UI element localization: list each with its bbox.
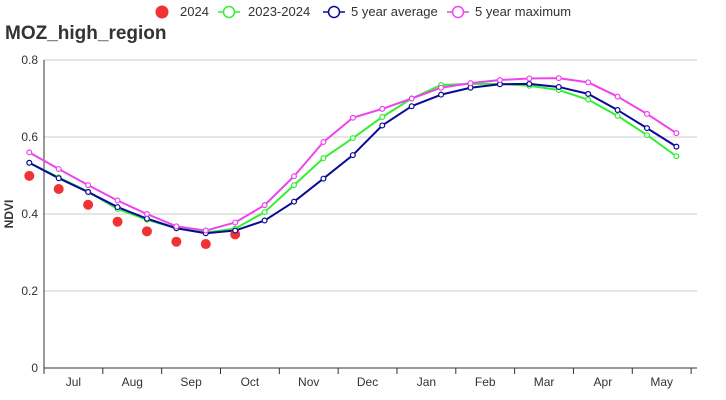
legend-marker-5-year-maximum[interactable] [447, 5, 469, 19]
point-5-year-average[interactable] [585, 90, 592, 97]
point-5-year-maximum[interactable] [173, 223, 180, 230]
point-2024[interactable] [112, 216, 123, 227]
point-5-year-average[interactable] [261, 217, 268, 224]
point-5-year-maximum[interactable] [261, 202, 268, 209]
point-5-year-maximum[interactable] [555, 75, 562, 82]
point-5-year-maximum[interactable] [232, 219, 239, 226]
point-5-year-average[interactable] [291, 198, 298, 205]
point-2023-2024[interactable] [291, 182, 298, 189]
point-5-year-maximum[interactable] [526, 75, 533, 82]
point-5-year-maximum[interactable] [379, 105, 386, 112]
x-tick-label: Jan [417, 375, 436, 389]
legend-marker-2024[interactable] [155, 5, 169, 19]
point-5-year-average[interactable] [643, 125, 650, 132]
x-tick-label: Jul [66, 375, 81, 389]
x-axis: Jul Aug Sep Oct Nov Dec Jan Feb Mar Apr May [43, 60, 697, 389]
point-2024[interactable] [53, 183, 64, 194]
point-5-year-average[interactable] [114, 204, 121, 211]
point-5-year-average[interactable] [438, 91, 445, 98]
point-2024[interactable] [200, 239, 211, 250]
legend-label-2023-2024[interactable]: 2023-2024 [248, 4, 310, 19]
x-tick-label: Dec [357, 375, 378, 389]
x-tick-label: Oct [241, 375, 260, 389]
point-5-year-maximum[interactable] [438, 84, 445, 91]
x-tick-label: Aug [122, 375, 143, 389]
point-5-year-maximum[interactable] [643, 110, 650, 117]
y-tick-label: 0.8 [21, 53, 38, 67]
point-2023-2024[interactable] [673, 153, 680, 160]
point-5-year-maximum[interactable] [467, 80, 474, 87]
point-5-year-average[interactable] [55, 175, 62, 182]
y-axis-label: NDVI [2, 200, 16, 229]
point-2023-2024[interactable] [643, 132, 650, 139]
point-2024[interactable] [141, 226, 152, 237]
point-5-year-maximum[interactable] [673, 130, 680, 137]
point-2023-2024[interactable] [585, 96, 592, 103]
point-5-year-average[interactable] [26, 159, 33, 166]
legend-label-2024[interactable]: 2024 [180, 4, 209, 19]
point-5-year-average[interactable] [85, 189, 92, 196]
y-tick-label: 0.4 [21, 207, 38, 221]
point-5-year-maximum[interactable] [408, 95, 415, 102]
x-tick-label: Apr [594, 375, 613, 389]
point-5-year-maximum[interactable] [202, 227, 209, 234]
point-2023-2024[interactable] [614, 112, 621, 119]
point-5-year-average[interactable] [349, 152, 356, 159]
point-5-year-maximum[interactable] [55, 165, 62, 172]
point-2024[interactable] [24, 170, 35, 181]
x-tick-label: Sep [180, 375, 202, 389]
point-2023-2024[interactable] [349, 135, 356, 142]
point-5-year-maximum[interactable] [85, 182, 92, 189]
point-5-year-maximum[interactable] [26, 149, 33, 156]
point-5-year-maximum[interactable] [114, 197, 121, 204]
y-tick-label: 0 [31, 361, 38, 375]
point-5-year-average[interactable] [614, 107, 621, 114]
y-tick-label: 0.6 [21, 130, 38, 144]
point-5-year-average[interactable] [555, 83, 562, 90]
point-5-year-maximum[interactable] [143, 211, 150, 218]
point-5-year-average[interactable] [320, 175, 327, 182]
legend-label-5-year-average[interactable]: 5 year average [351, 4, 438, 19]
x-tick-label: May [650, 375, 673, 389]
x-tick-label: Mar [534, 375, 555, 389]
y-axis-ticks: 0 0.2 0.4 0.6 0.8 [21, 53, 38, 375]
point-5-year-average[interactable] [379, 122, 386, 129]
point-2024[interactable] [83, 199, 94, 210]
y-tick-label: 0.2 [21, 284, 38, 298]
point-5-year-maximum[interactable] [614, 93, 621, 100]
point-5-year-average[interactable] [232, 227, 239, 234]
point-5-year-average[interactable] [526, 80, 533, 87]
point-5-year-maximum[interactable] [320, 139, 327, 146]
legend: 2024 2023-2024 5 year average 5 year max… [155, 4, 571, 19]
gridlines [44, 59, 697, 292]
point-2023-2024[interactable] [261, 209, 268, 216]
legend-marker-5-year-average[interactable] [323, 5, 345, 19]
point-5-year-maximum[interactable] [291, 173, 298, 180]
series-line-5-year-average[interactable] [28, 82, 677, 235]
point-2023-2024[interactable] [379, 113, 386, 120]
point-2023-2024[interactable] [320, 155, 327, 162]
x-tick-label: Nov [298, 375, 319, 389]
x-tick-label: Feb [475, 375, 496, 389]
legend-marker-2023-2024[interactable] [218, 5, 240, 19]
point-5-year-average[interactable] [673, 143, 680, 150]
point-5-year-maximum[interactable] [349, 114, 356, 121]
chart-title: MOZ_high_region [5, 23, 167, 44]
point-5-year-average[interactable] [408, 103, 415, 110]
legend-label-5-year-maximum[interactable]: 5 year maximum [475, 4, 571, 19]
point-5-year-maximum[interactable] [585, 79, 592, 86]
point-2024[interactable] [171, 236, 182, 247]
point-5-year-maximum[interactable] [496, 77, 503, 84]
series-dots [24, 75, 680, 250]
